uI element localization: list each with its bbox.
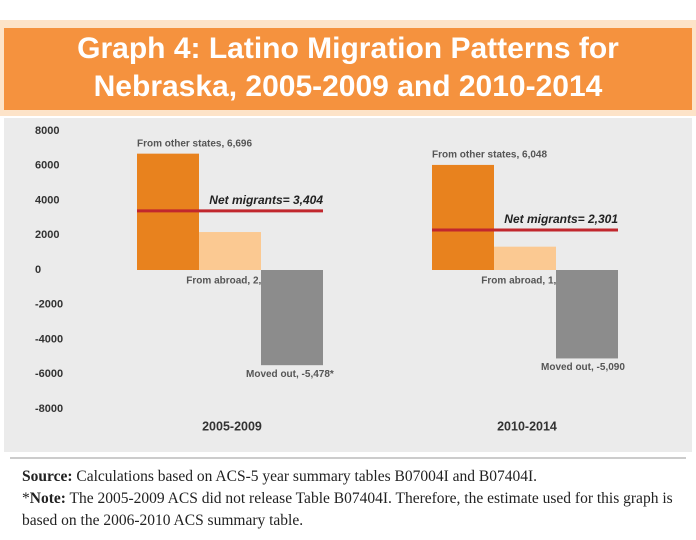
y-tick-label: -8000 xyxy=(35,403,63,415)
bar xyxy=(494,246,556,270)
y-tick-label: -2000 xyxy=(35,299,63,311)
bar xyxy=(261,270,323,366)
bar xyxy=(556,270,618,359)
source: Source: Calculations based on ACS-5 year… xyxy=(22,466,682,488)
note-label: Note: xyxy=(29,490,66,507)
data-label: From abroad, 1,343 xyxy=(481,276,573,287)
data-label: From other states, 6,696 xyxy=(137,138,252,149)
x-tick-label: 2010-2014 xyxy=(497,419,557,433)
bar xyxy=(199,232,261,270)
y-tick-label: -6000 xyxy=(35,368,63,380)
data-label: Moved out, -5,090 xyxy=(541,362,625,373)
note-text: The 2005-2009 ACS did not release Table … xyxy=(22,490,673,529)
data-label: From other states, 6,048 xyxy=(432,150,547,161)
data-label: From abroad, 2,186 xyxy=(186,276,278,287)
source-text: Calculations based on ACS-5 year summary… xyxy=(76,468,538,485)
x-tick-label: 2005-2009 xyxy=(202,419,262,433)
source-label: Source: xyxy=(22,468,73,485)
footnote: Source: Calculations based on ACS-5 year… xyxy=(22,466,682,532)
y-tick-label: 2000 xyxy=(35,229,59,241)
net-label: Net migrants= 2,301 xyxy=(504,212,618,226)
header xyxy=(4,28,692,110)
note: *Note: The 2005-2009 ACS did not release… xyxy=(22,488,682,532)
bar xyxy=(432,164,494,270)
note-marker: * xyxy=(22,490,30,507)
y-tick-label: 8000 xyxy=(35,125,59,137)
data-label: Moved out, -5,478* xyxy=(246,369,334,380)
net-label: Net migrants= 3,404 xyxy=(209,193,323,207)
chart-title: Graph 4: Latino Migration Patterns for xyxy=(77,32,619,65)
y-tick-label: 6000 xyxy=(35,160,59,172)
chart-title: Nebraska, 2005-2009 and 2010-2014 xyxy=(94,70,603,103)
chart: Graph 4: Latino Migration Patterns for N… xyxy=(0,20,696,459)
y-tick-label: 0 xyxy=(35,264,41,276)
y-tick-label: 4000 xyxy=(35,194,59,206)
y-tick-label: -4000 xyxy=(35,333,63,345)
